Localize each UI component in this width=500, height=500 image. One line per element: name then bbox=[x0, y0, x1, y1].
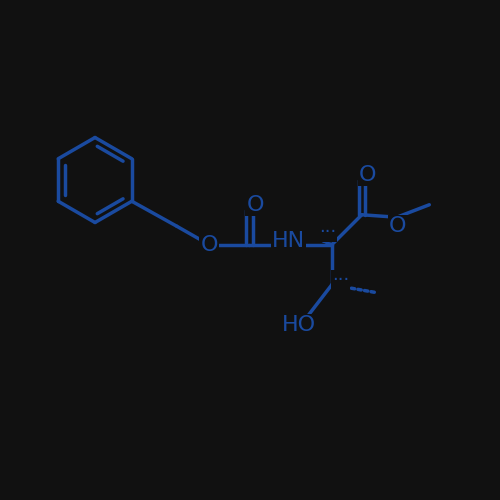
Text: ···: ··· bbox=[319, 224, 336, 242]
Text: O: O bbox=[389, 216, 406, 236]
Text: ···: ··· bbox=[332, 271, 349, 289]
Text: O: O bbox=[246, 194, 264, 215]
Text: O: O bbox=[359, 165, 376, 185]
Text: HO: HO bbox=[282, 315, 316, 335]
Text: O: O bbox=[200, 235, 218, 255]
Text: HN: HN bbox=[272, 231, 305, 251]
